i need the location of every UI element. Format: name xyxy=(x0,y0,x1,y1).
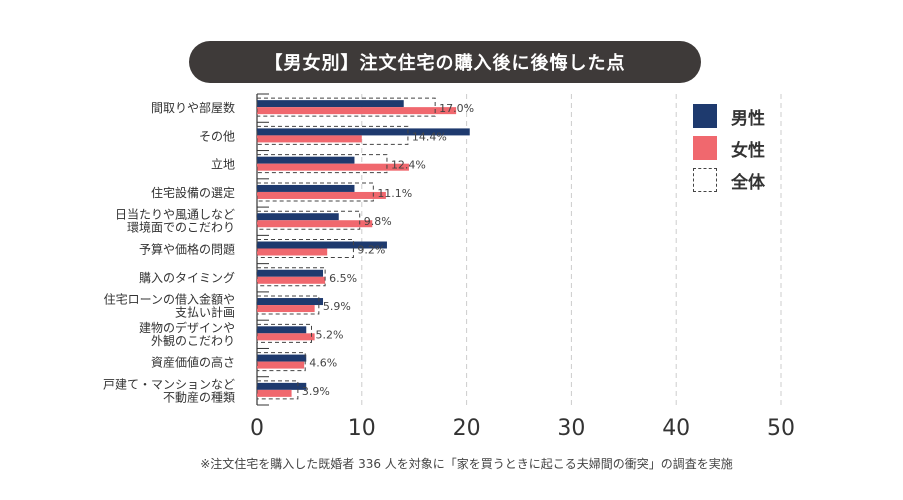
bar-total-outline xyxy=(256,210,361,230)
legend-swatch-total xyxy=(693,168,717,192)
category-label: 日当たりや風通しなど xyxy=(115,208,235,222)
data-label-total: 9.8% xyxy=(364,215,392,228)
bar-male xyxy=(257,100,404,108)
x-tick-label: 30 xyxy=(557,416,585,441)
bar-female xyxy=(257,135,362,143)
category-label: 外観のこだわり xyxy=(151,334,235,348)
legend-swatch-male xyxy=(693,104,717,128)
legend-label-male: 男性 xyxy=(731,108,765,129)
legend-swatch-female xyxy=(693,136,717,160)
bar-total-outline xyxy=(256,323,312,343)
bar-male xyxy=(257,128,470,136)
category-label: 支払い計画 xyxy=(175,305,235,320)
bar-female xyxy=(257,248,328,256)
category-label: 住宅設備の選定 xyxy=(151,185,235,200)
bar-total-outline xyxy=(256,154,388,174)
category-label: 住宅ローンの借入金額や xyxy=(104,292,235,307)
bar-female xyxy=(257,191,386,199)
category-label: 購入のタイミング xyxy=(139,271,235,285)
x-tick-label: 20 xyxy=(453,416,481,441)
chart-title: 【男女別】注文住宅の購入後に後悔した点 xyxy=(189,41,701,83)
data-label-total: 4.6% xyxy=(309,357,337,370)
bar-total-outline xyxy=(256,295,320,315)
data-label-total: 12.4% xyxy=(391,159,426,172)
bar-female xyxy=(257,305,315,313)
bar-male xyxy=(257,298,324,306)
legend-item-female: 女性 xyxy=(693,132,765,164)
bar-female xyxy=(257,333,315,341)
category-label: 不動産の種類 xyxy=(163,389,235,404)
bar-female xyxy=(257,107,457,115)
data-label-total: 17.0% xyxy=(439,102,474,115)
x-tick-label: 0 xyxy=(250,416,264,441)
legend-label-female: 女性 xyxy=(731,140,765,161)
category-label: 予算や価格の問題 xyxy=(139,242,235,257)
bar-male xyxy=(257,241,387,249)
bar-female xyxy=(257,163,409,171)
legend-item-total: 全体 xyxy=(693,164,765,196)
category-label: 環境面でのこだわり xyxy=(127,220,235,235)
data-label-total: 5.2% xyxy=(315,328,343,341)
bar-male xyxy=(257,269,324,277)
bar-total-outline xyxy=(256,267,326,287)
category-label: 間取りや部屋数 xyxy=(151,100,235,115)
data-label-total: 14.4% xyxy=(412,130,447,143)
bar-total-outline xyxy=(256,182,374,202)
bar-male xyxy=(257,354,307,362)
bar-male xyxy=(257,156,355,164)
legend-label-total: 全体 xyxy=(731,172,765,193)
bar-male xyxy=(257,382,307,390)
bar-female xyxy=(257,389,292,397)
x-tick-label: 10 xyxy=(348,416,376,441)
category-label: 立地 xyxy=(211,157,235,172)
bar-female xyxy=(257,220,373,228)
bar-male xyxy=(257,184,355,192)
bar-male xyxy=(257,213,339,221)
category-label: 戸建て・マンションなど xyxy=(103,377,235,391)
bar-male xyxy=(257,326,307,334)
x-tick-label: 50 xyxy=(767,416,795,441)
category-label: 建物のデザインや xyxy=(139,320,235,335)
data-label-total: 11.1% xyxy=(377,187,412,200)
data-label-total: 6.5% xyxy=(329,272,357,285)
legend-item-male: 男性 xyxy=(693,100,765,132)
bar-total-outline xyxy=(256,239,354,258)
bar-female xyxy=(257,361,305,369)
category-label: 資産価値の高さ xyxy=(151,355,235,370)
data-label-total: 5.9% xyxy=(323,300,351,313)
bar-female xyxy=(257,276,326,284)
category-label: その他 xyxy=(199,129,235,143)
bar-total-outline xyxy=(256,380,299,400)
x-tick-label: 40 xyxy=(662,416,690,441)
footnote: ※注文住宅を購入した既婚者 336 人を対象に「家を買うときに起こる夫婦間の衝突… xyxy=(200,457,733,471)
data-label-total: 3.9% xyxy=(302,385,330,398)
data-label-total: 9.2% xyxy=(357,244,385,257)
bar-total-outline xyxy=(256,352,306,372)
legend: 男性 女性 全体 xyxy=(693,100,765,196)
